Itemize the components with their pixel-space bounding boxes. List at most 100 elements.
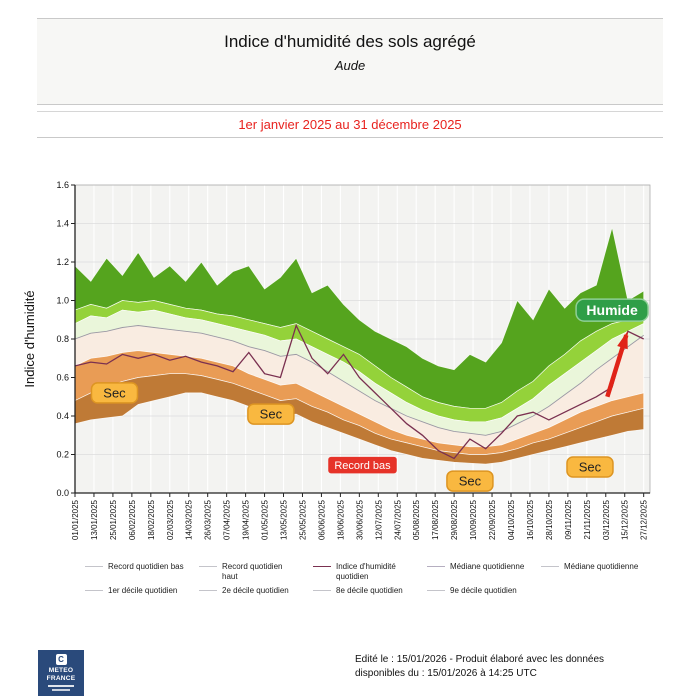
y-tick-label: 1.6 bbox=[56, 180, 69, 190]
period-label: 1er janvier 2025 au 31 décembre 2025 bbox=[238, 117, 462, 132]
meteo-france-logo: C METEO FRANCE bbox=[38, 650, 84, 696]
svg-text:Sec: Sec bbox=[103, 385, 126, 400]
x-tick-label: 25/05/2025 bbox=[298, 499, 307, 540]
x-tick-label: 02/03/2025 bbox=[166, 499, 175, 540]
svg-text:Sec: Sec bbox=[579, 460, 602, 475]
badge-sec: Sec bbox=[446, 470, 494, 492]
y-tick-label: 0.4 bbox=[56, 411, 69, 421]
edition-note-line2: disponibles du : 15/01/2026 à 14:25 UTC bbox=[355, 667, 537, 679]
header-box: Indice d'humidité des sols agrégé Aude bbox=[37, 18, 663, 105]
y-tick-label: 0.8 bbox=[56, 334, 69, 344]
legend-label: 2e décile quotidien bbox=[222, 585, 289, 595]
legend-line-swatch bbox=[313, 566, 331, 567]
legend-line-swatch bbox=[541, 566, 559, 567]
legend-item: 1er décile quotidien bbox=[85, 586, 199, 596]
meteo-france-logo-icon: C bbox=[55, 654, 67, 665]
x-tick-label: 05/08/2025 bbox=[412, 499, 421, 540]
page-subtitle: Aude bbox=[334, 58, 366, 73]
legend-label: Médiane quotidienne bbox=[564, 562, 639, 571]
legend-line-swatch bbox=[199, 589, 217, 591]
svg-text:Record bas: Record bas bbox=[334, 460, 391, 472]
y-tick-label: 1.2 bbox=[56, 257, 69, 267]
x-tick-label: 25/01/2025 bbox=[109, 499, 118, 540]
soil-moisture-chart: 0.0 0.2 0.4 0.6 0.8 1.0 1.2 1.4 1.6 01/01/2025 13/… bbox=[20, 175, 680, 595]
badge-record-bas: Record bas bbox=[328, 456, 397, 474]
y-tick-label: 0.2 bbox=[56, 450, 69, 460]
badge-sec: Sec bbox=[247, 403, 295, 425]
chart-legend: Record quotidien bas Record quotidien hau… bbox=[85, 562, 638, 596]
x-tick-label: 18/02/2025 bbox=[147, 499, 156, 540]
y-axis-title: Indice d'humidité bbox=[22, 290, 37, 387]
edition-note: Edité le : 15/01/2026 - Produit élaboré … bbox=[355, 653, 690, 680]
svg-text:Humide: Humide bbox=[586, 302, 638, 318]
logo-tagline-bar bbox=[48, 685, 74, 688]
x-tick-label: 01/05/2025 bbox=[261, 499, 270, 540]
y-tick-label: 0.0 bbox=[56, 488, 69, 498]
legend-label: Record quotidien bas bbox=[108, 562, 184, 571]
x-tick-label: 22/09/2025 bbox=[488, 499, 497, 540]
edition-note-line1: Edité le : 15/01/2026 - Produit élaboré … bbox=[355, 654, 605, 665]
x-tick-label: 16/10/2025 bbox=[526, 499, 535, 540]
badge-humide: Humide bbox=[575, 298, 649, 322]
x-tick-label: 13/05/2025 bbox=[280, 499, 289, 540]
page-title: Indice d'humidité des sols agrégé bbox=[224, 32, 476, 51]
legend-item: Record quotidien haut bbox=[199, 562, 313, 583]
legend-label: 1er décile quotidien bbox=[108, 585, 178, 595]
x-tick-label: 03/12/2025 bbox=[602, 499, 611, 540]
legend-line-swatch bbox=[85, 566, 103, 567]
chart-canvas: 0.0 0.2 0.4 0.6 0.8 1.0 1.2 1.4 1.6 01/01/2025 13/… bbox=[22, 180, 651, 540]
x-tick-label: 18/06/2025 bbox=[336, 499, 345, 540]
legend-label: Médiane quotidienne bbox=[450, 562, 525, 571]
x-tick-label: 10/09/2025 bbox=[469, 499, 478, 540]
legend-item: 9e décile quotidien bbox=[427, 586, 541, 596]
x-tick-label: 14/03/2025 bbox=[185, 499, 194, 540]
x-tick-label: 30/06/2025 bbox=[355, 499, 364, 540]
x-tick-label: 07/04/2025 bbox=[223, 499, 232, 540]
x-tick-label: 04/10/2025 bbox=[507, 499, 516, 540]
legend-line-swatch bbox=[313, 589, 331, 591]
period-box: 1er janvier 2025 au 31 décembre 2025 bbox=[37, 111, 663, 138]
rising-trend-arrow-head bbox=[617, 331, 628, 350]
legend-item: Record quotidien bas bbox=[85, 562, 199, 583]
legend-item: Médiane quotidienne bbox=[427, 562, 541, 583]
y-tick-label: 1.0 bbox=[56, 296, 69, 306]
legend-label: 9e décile quotidien bbox=[450, 585, 517, 595]
y-tick-label: 1.4 bbox=[56, 219, 69, 229]
x-tick-label: 12/07/2025 bbox=[374, 499, 383, 540]
x-tick-label: 06/02/2025 bbox=[128, 499, 137, 540]
x-tick-label: 24/07/2025 bbox=[393, 499, 402, 540]
x-tick-label: 06/06/2025 bbox=[317, 499, 326, 540]
badge-sec: Sec bbox=[566, 456, 614, 478]
legend-line-swatch bbox=[85, 589, 103, 591]
meteo-france-logo-text: METEO FRANCE bbox=[46, 667, 76, 682]
legend-line-swatch bbox=[427, 566, 445, 567]
legend-label: 8e décile quotidien bbox=[336, 585, 403, 595]
legend-item: 2e décile quotidien bbox=[199, 586, 313, 596]
logo-tagline-bar bbox=[52, 689, 70, 692]
x-tick-label: 13/01/2025 bbox=[90, 499, 99, 540]
x-tick-label: 29/08/2025 bbox=[450, 499, 459, 540]
svg-text:Sec: Sec bbox=[459, 474, 482, 489]
x-tick-label: 19/04/2025 bbox=[242, 499, 251, 540]
y-tick-label: 0.6 bbox=[56, 373, 69, 383]
x-tick-label: 26/03/2025 bbox=[204, 499, 213, 540]
legend-line-swatch bbox=[427, 589, 445, 591]
x-tick-label: 15/12/2025 bbox=[621, 499, 630, 540]
plot-area bbox=[75, 227, 645, 465]
legend-label: Record quotidien haut bbox=[222, 562, 283, 582]
x-tick-label: 27/12/2025 bbox=[640, 499, 649, 540]
svg-text:Sec: Sec bbox=[260, 407, 283, 422]
legend-item: 8e décile quotidien bbox=[313, 586, 427, 596]
x-tick-label: 21/11/2025 bbox=[583, 499, 592, 539]
legend-label: Indice d'humidité quotidien bbox=[336, 562, 396, 582]
x-tick-label: 28/10/2025 bbox=[545, 499, 554, 540]
line-indice-humidite-quotidien bbox=[75, 323, 644, 460]
x-tick-label: 09/11/2025 bbox=[564, 499, 573, 539]
badge-sec: Sec bbox=[90, 382, 139, 404]
line-mediane-quotidienne bbox=[75, 325, 644, 436]
legend-item: Médiane quotidienne bbox=[541, 562, 655, 583]
x-tick-label: 17/08/2025 bbox=[431, 499, 440, 540]
legend-item: Indice d'humidité quotidien bbox=[313, 562, 427, 583]
legend-line-swatch bbox=[199, 566, 217, 567]
x-tick-label: 01/01/2025 bbox=[71, 499, 80, 540]
